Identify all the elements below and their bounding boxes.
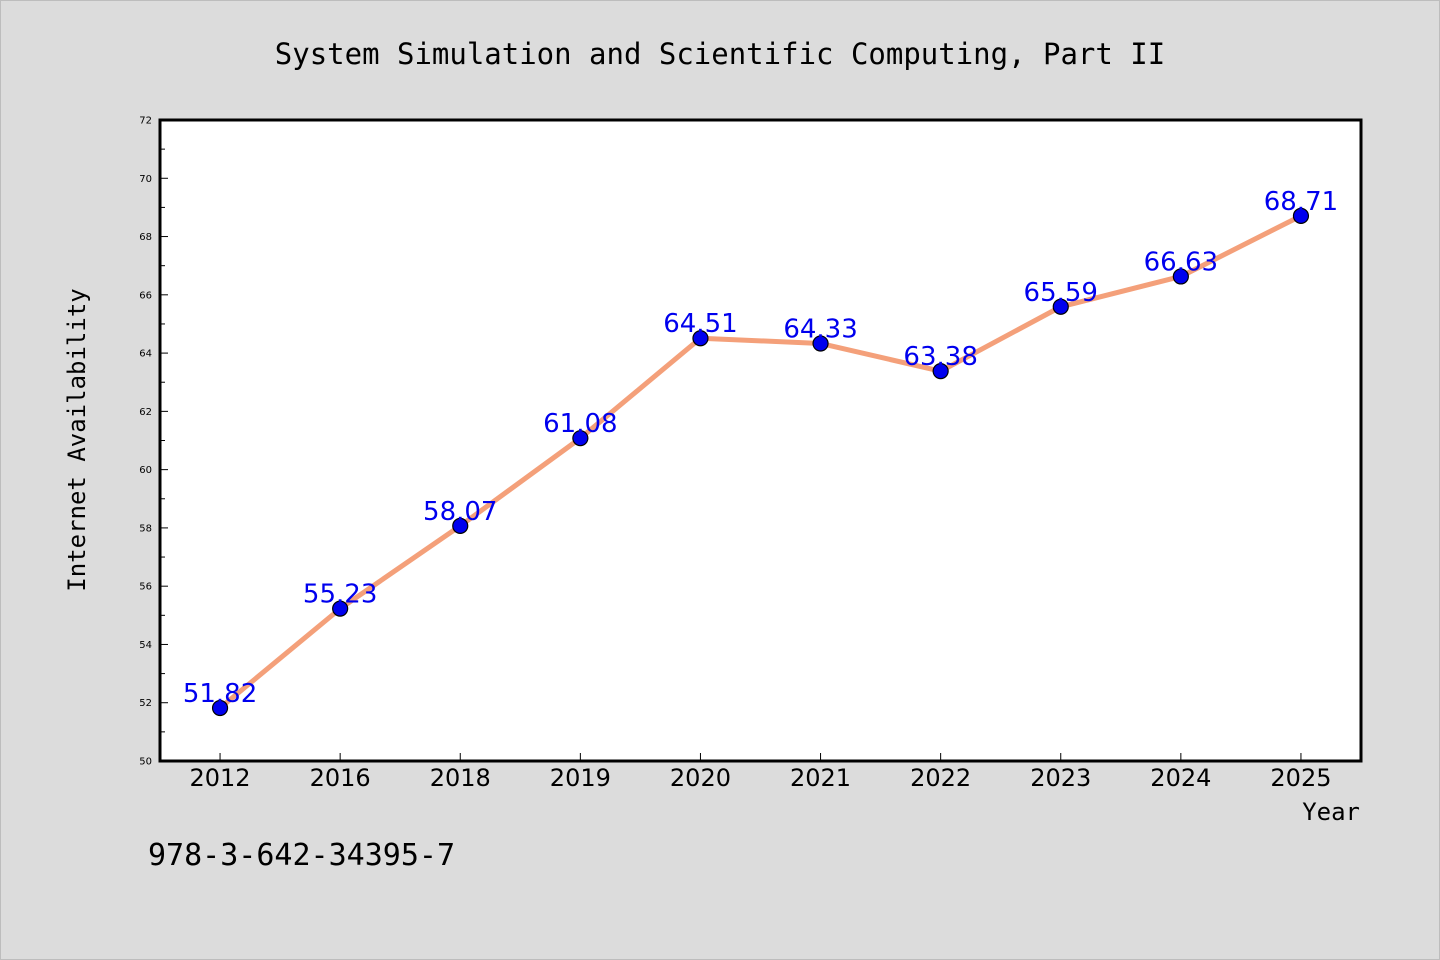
x-tick-label: 2024 [1150, 764, 1211, 792]
x-tick-label: 2023 [1030, 764, 1091, 792]
data-label: 63.38 [903, 342, 977, 372]
y-tick-label: 66 [139, 290, 152, 301]
data-point [1052, 298, 1069, 315]
x-tick-label: 2020 [670, 764, 731, 792]
data-label: 55.23 [303, 580, 377, 610]
data-label: 51.82 [183, 679, 257, 709]
data-label: 64.51 [663, 309, 737, 339]
x-axis: 2012 2016 2018 2019 2020 2021 2022 2023 2024 2025 [190, 753, 1331, 792]
x-tick-label: 2019 [550, 764, 611, 792]
y-tick-label: 50 [139, 757, 152, 768]
data-point [1172, 268, 1189, 285]
y-tick-label: 54 [139, 640, 152, 651]
data-point [932, 363, 949, 380]
data-point [1292, 207, 1310, 224]
caption-isbn: 978-3-642-34395-7 [148, 838, 455, 873]
data-label: 58.07 [423, 497, 497, 527]
y-tick-label: 68 [139, 232, 152, 243]
y-tick-label: 58 [139, 523, 152, 534]
y-axis-label: Internet Availability [63, 288, 91, 591]
y-tick-label: 72 [139, 116, 152, 127]
x-tick-label: 2021 [790, 764, 851, 792]
data-label: 66.63 [1144, 247, 1218, 277]
data-point [332, 600, 349, 617]
data-point [211, 699, 229, 717]
data-label: 61.08 [543, 409, 617, 439]
y-tick-label: 52 [139, 698, 152, 709]
data-label: 65.59 [1024, 278, 1098, 308]
data-label: 64.33 [783, 314, 857, 344]
plot-area [158, 118, 1363, 763]
series-line [217, 213, 1304, 711]
y-tick-label: 60 [139, 465, 152, 476]
x-tick-label: 2025 [1270, 764, 1331, 792]
y-tick-label: 56 [139, 582, 152, 593]
data-point [452, 517, 469, 534]
data-point [812, 335, 829, 352]
y-tick-label: 64 [139, 349, 152, 360]
x-tick-label: 2018 [430, 764, 491, 792]
data-point [692, 330, 709, 347]
y-tick-label: 62 [139, 407, 152, 418]
data-label: 68.71 [1264, 187, 1338, 217]
y-tick-label: 70 [139, 174, 152, 185]
data-point [572, 430, 589, 447]
chart-title: System Simulation and Scientific Computi… [275, 37, 1165, 71]
x-tick-label: 2022 [910, 764, 971, 792]
x-axis-label: Year [1302, 798, 1360, 826]
series-layer: 51.82 55.23 58.07 61.08 64.51 64.33 63.38 65.59… [183, 187, 1338, 717]
y-axis: 50 52 54 56 58 60 62 64 66 68 70 72 [139, 116, 168, 768]
x-tick-label: 2016 [310, 764, 371, 792]
x-tick-label: 2012 [190, 764, 251, 792]
